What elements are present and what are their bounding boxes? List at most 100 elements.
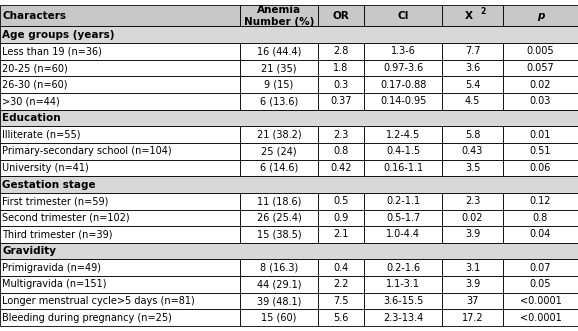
Text: 0.37: 0.37	[330, 96, 352, 106]
Text: Primigravida (n=49): Primigravida (n=49)	[2, 263, 101, 273]
Bar	[318, 5, 364, 26]
Bar	[503, 293, 578, 309]
Text: 1.8: 1.8	[334, 63, 349, 73]
Text: 0.8: 0.8	[334, 146, 349, 156]
Bar	[364, 76, 442, 93]
Bar	[442, 143, 503, 160]
Bar	[364, 293, 442, 309]
Bar	[318, 60, 364, 76]
Text: Third trimester (n=39): Third trimester (n=39)	[2, 229, 113, 240]
Bar	[240, 60, 318, 76]
Text: 1.2-4.5: 1.2-4.5	[386, 130, 420, 140]
Text: Age groups (years): Age groups (years)	[2, 30, 115, 40]
Bar	[0, 193, 240, 210]
Bar	[442, 309, 503, 326]
Bar	[318, 260, 364, 276]
Bar	[240, 293, 318, 309]
Bar	[503, 93, 578, 110]
Bar	[503, 76, 578, 93]
Text: 3.9: 3.9	[465, 279, 480, 289]
Bar	[0, 26, 578, 43]
Bar	[318, 76, 364, 93]
Bar	[240, 260, 318, 276]
Text: 3.6: 3.6	[465, 63, 480, 73]
Bar	[318, 143, 364, 160]
Text: 0.02: 0.02	[529, 80, 551, 90]
Bar	[318, 309, 364, 326]
Text: 0.8: 0.8	[533, 213, 548, 223]
Bar	[240, 309, 318, 326]
Text: 26-30 (n=60): 26-30 (n=60)	[2, 80, 68, 90]
Text: 0.057: 0.057	[527, 63, 554, 73]
Bar	[442, 293, 503, 309]
Text: 0.04: 0.04	[530, 229, 551, 240]
Bar	[240, 143, 318, 160]
Text: >30 (n=44): >30 (n=44)	[2, 96, 60, 106]
Text: 7.7: 7.7	[465, 46, 480, 56]
Text: 9 (15): 9 (15)	[264, 80, 294, 90]
Bar	[240, 93, 318, 110]
Bar	[240, 5, 318, 26]
Text: 0.3: 0.3	[334, 80, 349, 90]
Text: 17.2: 17.2	[462, 313, 483, 323]
Text: 5.6: 5.6	[334, 313, 349, 323]
Bar	[0, 276, 240, 293]
Bar	[0, 110, 578, 126]
Bar	[503, 5, 578, 26]
Bar	[0, 176, 578, 193]
Text: 2.3: 2.3	[334, 130, 349, 140]
Text: 2.8: 2.8	[334, 46, 349, 56]
Bar	[442, 160, 503, 176]
Text: Primary-secondary school (n=104): Primary-secondary school (n=104)	[2, 146, 172, 156]
Bar	[364, 260, 442, 276]
Text: 0.005: 0.005	[527, 46, 554, 56]
Text: 26 (25.4): 26 (25.4)	[257, 213, 301, 223]
Text: 21 (38.2): 21 (38.2)	[257, 130, 301, 140]
Bar	[240, 160, 318, 176]
Text: 5.8: 5.8	[465, 130, 480, 140]
Text: 0.5: 0.5	[334, 196, 349, 206]
Text: 39 (48.1): 39 (48.1)	[257, 296, 301, 306]
Bar	[442, 210, 503, 226]
Text: 4.5: 4.5	[465, 96, 480, 106]
Bar	[364, 160, 442, 176]
Text: Less than 19 (n=36): Less than 19 (n=36)	[2, 46, 102, 56]
Text: 8 (16.3): 8 (16.3)	[260, 263, 298, 273]
Bar	[442, 76, 503, 93]
Bar	[503, 160, 578, 176]
Text: 0.17-0.88: 0.17-0.88	[380, 80, 427, 90]
Bar	[0, 93, 240, 110]
Text: 0.03: 0.03	[530, 96, 551, 106]
Bar	[0, 260, 240, 276]
Bar	[318, 193, 364, 210]
Text: Second trimester (n=102): Second trimester (n=102)	[2, 213, 130, 223]
Text: Multigravida (n=151): Multigravida (n=151)	[2, 279, 107, 289]
Text: 0.01: 0.01	[530, 130, 551, 140]
Text: 0.02: 0.02	[462, 213, 483, 223]
Text: 21 (35): 21 (35)	[261, 63, 297, 73]
Text: University (n=41): University (n=41)	[2, 163, 89, 173]
Bar	[318, 210, 364, 226]
Text: Anemia
Number (%): Anemia Number (%)	[244, 5, 314, 26]
Bar	[0, 309, 240, 326]
Text: 0.2-1.1: 0.2-1.1	[386, 196, 420, 206]
Bar	[364, 193, 442, 210]
Bar	[503, 210, 578, 226]
Bar	[364, 276, 442, 293]
Text: 1.0-4.4: 1.0-4.4	[386, 229, 420, 240]
Bar	[0, 243, 578, 260]
Bar	[503, 43, 578, 60]
Bar	[364, 143, 442, 160]
Bar	[318, 160, 364, 176]
Bar	[318, 226, 364, 243]
Text: 0.43: 0.43	[462, 146, 483, 156]
Bar	[442, 260, 503, 276]
Text: 0.4: 0.4	[334, 263, 349, 273]
Text: 0.12: 0.12	[529, 196, 551, 206]
Bar	[442, 226, 503, 243]
Text: 0.51: 0.51	[529, 146, 551, 156]
Text: 0.06: 0.06	[530, 163, 551, 173]
Text: Longer menstrual cycle>5 days (n=81): Longer menstrual cycle>5 days (n=81)	[2, 296, 195, 306]
Text: 37: 37	[466, 296, 479, 306]
Text: 15 (60): 15 (60)	[261, 313, 297, 323]
